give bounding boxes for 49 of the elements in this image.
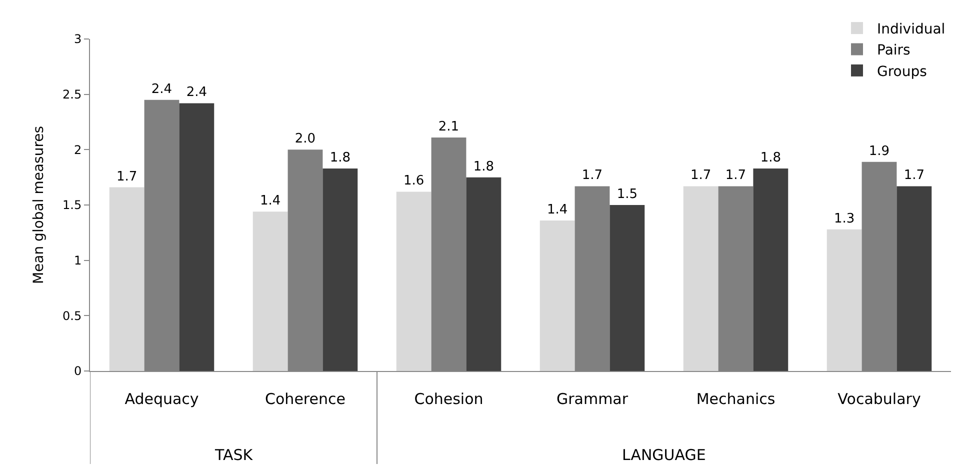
y-tick-label: 3 bbox=[74, 32, 82, 46]
data-label: 1.3 bbox=[834, 211, 855, 226]
bar bbox=[396, 192, 432, 371]
data-label: 1.4 bbox=[546, 202, 568, 218]
data-label: 1.6 bbox=[403, 174, 424, 189]
data-label: 2.4 bbox=[151, 82, 172, 97]
legend-label: Pairs bbox=[877, 42, 910, 59]
bar bbox=[179, 103, 214, 371]
data-label: 1.5 bbox=[616, 187, 638, 202]
x-tick-label: Cohesion bbox=[414, 390, 484, 408]
bar bbox=[826, 229, 862, 371]
y-tick-label: 1 bbox=[74, 254, 82, 268]
data-label: 1.7 bbox=[116, 169, 138, 184]
x-tick-label: Mechanics bbox=[696, 390, 776, 408]
data-label: 1.8 bbox=[760, 150, 782, 166]
text: LANGUAGE bbox=[622, 446, 706, 464]
data-label: 1.7 bbox=[690, 168, 712, 184]
x-tick-label: Coherence bbox=[265, 390, 346, 408]
data-label: 2.1 bbox=[438, 119, 460, 134]
y-tick-label: 0 bbox=[74, 364, 82, 378]
data-label: 1.8 bbox=[473, 159, 494, 174]
bar bbox=[322, 168, 358, 371]
data-label: 1.4 bbox=[260, 194, 281, 209]
y-tick-label: 0.5 bbox=[62, 308, 82, 323]
data-label: 2.0 bbox=[294, 132, 316, 147]
bar bbox=[896, 186, 932, 371]
y-tick-label: 2.5 bbox=[62, 88, 82, 102]
data-label: 1.8 bbox=[330, 150, 351, 166]
bar bbox=[683, 186, 718, 371]
text: TASK bbox=[214, 446, 254, 464]
x-tick-label: Vocabulary bbox=[838, 390, 921, 408]
x-tick-label: Adequacy bbox=[124, 390, 199, 408]
bar bbox=[109, 187, 144, 371]
bar bbox=[610, 205, 645, 371]
y-tick-label: 1.5 bbox=[62, 198, 82, 212]
legend-label: Individual bbox=[877, 22, 946, 38]
bar bbox=[540, 220, 575, 371]
data-label: 1.7 bbox=[582, 168, 603, 184]
data-label: 2.4 bbox=[186, 85, 208, 100]
x-tick-label: Grammar bbox=[556, 390, 629, 408]
data-label: 1.7 bbox=[725, 168, 746, 184]
y-tick-label: 2 bbox=[74, 142, 82, 157]
data-label: 1.9 bbox=[868, 144, 890, 159]
y-axis-title: Mean global measures bbox=[31, 126, 48, 284]
bar bbox=[252, 212, 288, 371]
data-label: 1.7 bbox=[904, 168, 925, 184]
legend-label: Groups bbox=[877, 64, 927, 80]
bar bbox=[753, 168, 788, 371]
bar bbox=[466, 177, 502, 371]
